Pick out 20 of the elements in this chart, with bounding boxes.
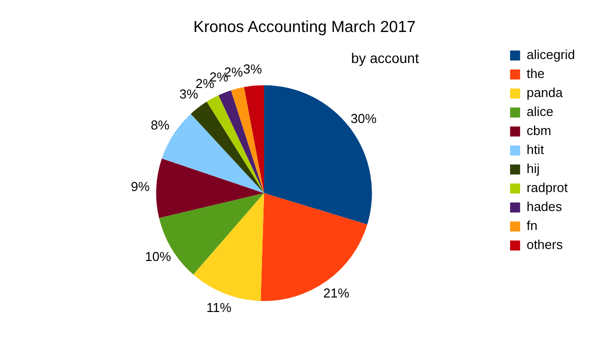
chart-subtitle: by account: [351, 50, 419, 66]
legend-label: panda: [526, 85, 564, 100]
legend-label: fn: [526, 218, 538, 234]
legend-label: alice: [526, 104, 554, 120]
data-label: 21%: [323, 285, 350, 300]
data-label: 8%: [150, 117, 170, 132]
chart-title: Kronos Accounting March 2017: [193, 19, 416, 36]
legend-label: cbm: [526, 123, 552, 138]
legend-label: alicegrid: [526, 47, 576, 62]
legend-label: htit: [526, 142, 544, 158]
data-label: 10%: [145, 248, 172, 264]
data-label: 30%: [350, 110, 378, 126]
legend-label: hij: [526, 161, 540, 176]
data-label: 3%: [243, 61, 262, 76]
legend-label: the: [526, 66, 545, 82]
data-label: 11%: [206, 300, 232, 316]
data-label: 9%: [130, 178, 150, 194]
legend-label: radprot: [526, 180, 568, 196]
legend-label: hades: [526, 199, 563, 214]
legend-label: others: [526, 237, 564, 252]
